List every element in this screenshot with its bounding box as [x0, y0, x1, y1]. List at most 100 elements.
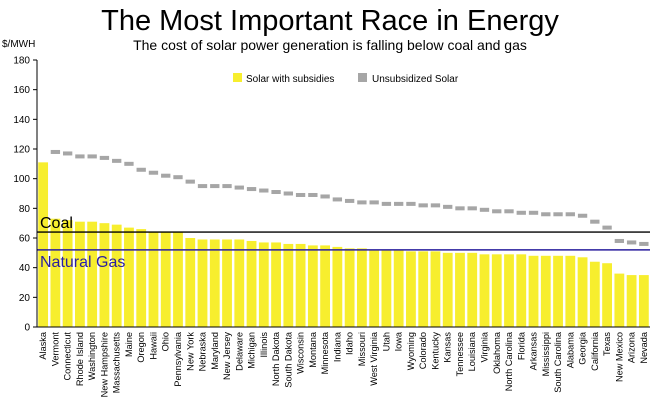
x-category-label: Missouri	[357, 332, 367, 366]
unsubsidized-mark-texas	[602, 225, 612, 230]
bar-california	[589, 261, 600, 327]
legend: Solar with subsidies Unsubsidized Solar	[233, 73, 459, 85]
chart-title: The Most Important Race in Energy	[101, 5, 559, 37]
x-category-label: Hawaii	[148, 332, 158, 360]
x-category-label: Oklahoma	[492, 331, 502, 374]
y-tick-label: 40	[19, 263, 31, 274]
y-tick-label: 160	[13, 85, 30, 96]
y-tick-label: 140	[13, 115, 30, 126]
bar-kentucky	[430, 251, 441, 327]
x-category-label: Idaho	[345, 332, 355, 355]
x-category-label: West Virginia	[369, 331, 379, 386]
unsubsidized-mark-pennsylvania	[173, 175, 183, 180]
legend-label-solar-with-subsidies: Solar with subsidies	[246, 74, 334, 85]
bar-nevada	[638, 275, 649, 327]
bar-south-carolina	[553, 255, 563, 327]
unsubsidized-series	[50, 149, 649, 246]
bar-new-jersey	[222, 239, 232, 327]
unsubsidized-mark-maine	[124, 161, 134, 166]
x-category-label: Indiana	[332, 331, 342, 362]
x-category-label: Massachusetts	[112, 332, 122, 394]
bar-michigan	[246, 240, 257, 327]
unsubsidized-mark-iowa	[394, 201, 404, 206]
bar-idaho	[344, 248, 355, 327]
x-category-label: New Jersey	[222, 332, 232, 380]
x-category-label: Oregon	[136, 332, 146, 363]
bar-kansas	[442, 252, 453, 327]
bar-west-virginia	[369, 249, 380, 327]
unsubsidized-mark-kentucky	[430, 203, 441, 208]
unsubsidized-mark-vermont	[50, 149, 61, 154]
bar-washington	[87, 221, 98, 327]
x-category-label: Vermont	[50, 332, 60, 367]
y-tick-label: 120	[13, 145, 30, 156]
unsubsidized-mark-nevada	[639, 241, 649, 246]
y-axis-label: $/MWH	[2, 39, 35, 50]
bar-virginia	[479, 254, 490, 327]
bar-indiana	[332, 246, 343, 327]
unsubsidized-mark-new-mexico	[614, 238, 625, 243]
x-category-label: Alabama	[565, 331, 575, 368]
bar-texas	[602, 263, 612, 327]
x-category-label: Utah	[381, 332, 391, 351]
legend-label-unsubsidized-solar: Unsubsidized Solar	[372, 74, 459, 85]
x-category-label: Colorado	[418, 332, 428, 369]
unsubsidized-mark-ohio	[161, 173, 171, 178]
bar-illinois	[258, 242, 269, 327]
bar-wyoming	[406, 251, 416, 327]
unsubsidized-mark-illinois	[259, 188, 269, 193]
bar-colorado	[418, 251, 429, 327]
x-category-label: Nebraska	[198, 331, 208, 371]
x-category-label: Michigan	[247, 332, 257, 369]
unsubsidized-mark-alabama	[565, 212, 575, 217]
unsubsidized-mark-new-jersey	[222, 184, 232, 189]
unsubsidized-mark-new-york	[185, 179, 195, 184]
bar-oregon	[136, 229, 147, 327]
x-category-label: Delaware	[234, 332, 244, 371]
bar-georgia	[577, 257, 588, 327]
x-category-label: Rhode Island	[75, 332, 85, 386]
bar-missouri	[356, 248, 367, 327]
bar-mississippi	[540, 255, 551, 327]
bar-arizona	[626, 275, 637, 327]
unsubsidized-mark-wyoming	[406, 201, 416, 206]
y-tick-label: 60	[19, 234, 31, 245]
unsubsidized-mark-florida	[516, 210, 526, 215]
unsubsidized-mark-new-hampshire	[99, 155, 110, 160]
bar-alaska	[38, 162, 49, 327]
unsubsidized-mark-arizona	[626, 240, 637, 245]
unsubsidized-mark-delaware	[234, 185, 244, 190]
unsubsidized-mark-maryland	[210, 184, 220, 189]
y-tick-label: 20	[19, 293, 31, 304]
y-tick-label: 0	[24, 323, 30, 334]
bar-massachusetts	[111, 224, 122, 327]
unsubsidized-mark-nebraska	[197, 184, 208, 189]
x-category-label: New Mexico	[614, 332, 624, 382]
bar-iowa	[393, 249, 404, 327]
bar-new-york	[185, 238, 196, 327]
y-tick-label: 80	[19, 204, 31, 215]
y-tick-label: 180	[13, 56, 30, 67]
y-tick-label: 100	[13, 174, 30, 185]
chart-subtitle: The cost of solar power generation is fa…	[133, 37, 527, 53]
bar-utah	[381, 249, 392, 327]
reference-lines: Coal Natural Gas	[37, 215, 650, 271]
bar-montana	[307, 245, 318, 327]
bar-new-mexico	[614, 273, 625, 327]
x-category-label: Maine	[124, 332, 134, 357]
bar-minnesota	[320, 245, 331, 327]
unsubsidized-mark-utah	[381, 201, 392, 206]
x-category-label: Montana	[308, 331, 318, 368]
x-category-label: Illinois	[259, 332, 269, 358]
x-category-label: North Dakota	[271, 331, 281, 386]
unsubsidized-mark-oregon	[136, 167, 146, 172]
y-axis-ticks: 0 20 40 60 80 100 120 140 160 180	[13, 56, 37, 334]
bar-louisiana	[467, 252, 478, 327]
unsubsidized-mark-north-dakota	[271, 190, 281, 195]
bar-hawaii	[148, 232, 159, 327]
unsubsidized-mark-colorado	[418, 203, 428, 208]
unsubsidized-mark-michigan	[246, 187, 257, 192]
bar-pennsylvania	[173, 232, 183, 327]
x-category-label: South Carolina	[553, 331, 563, 393]
bar-arkansas	[528, 255, 539, 327]
